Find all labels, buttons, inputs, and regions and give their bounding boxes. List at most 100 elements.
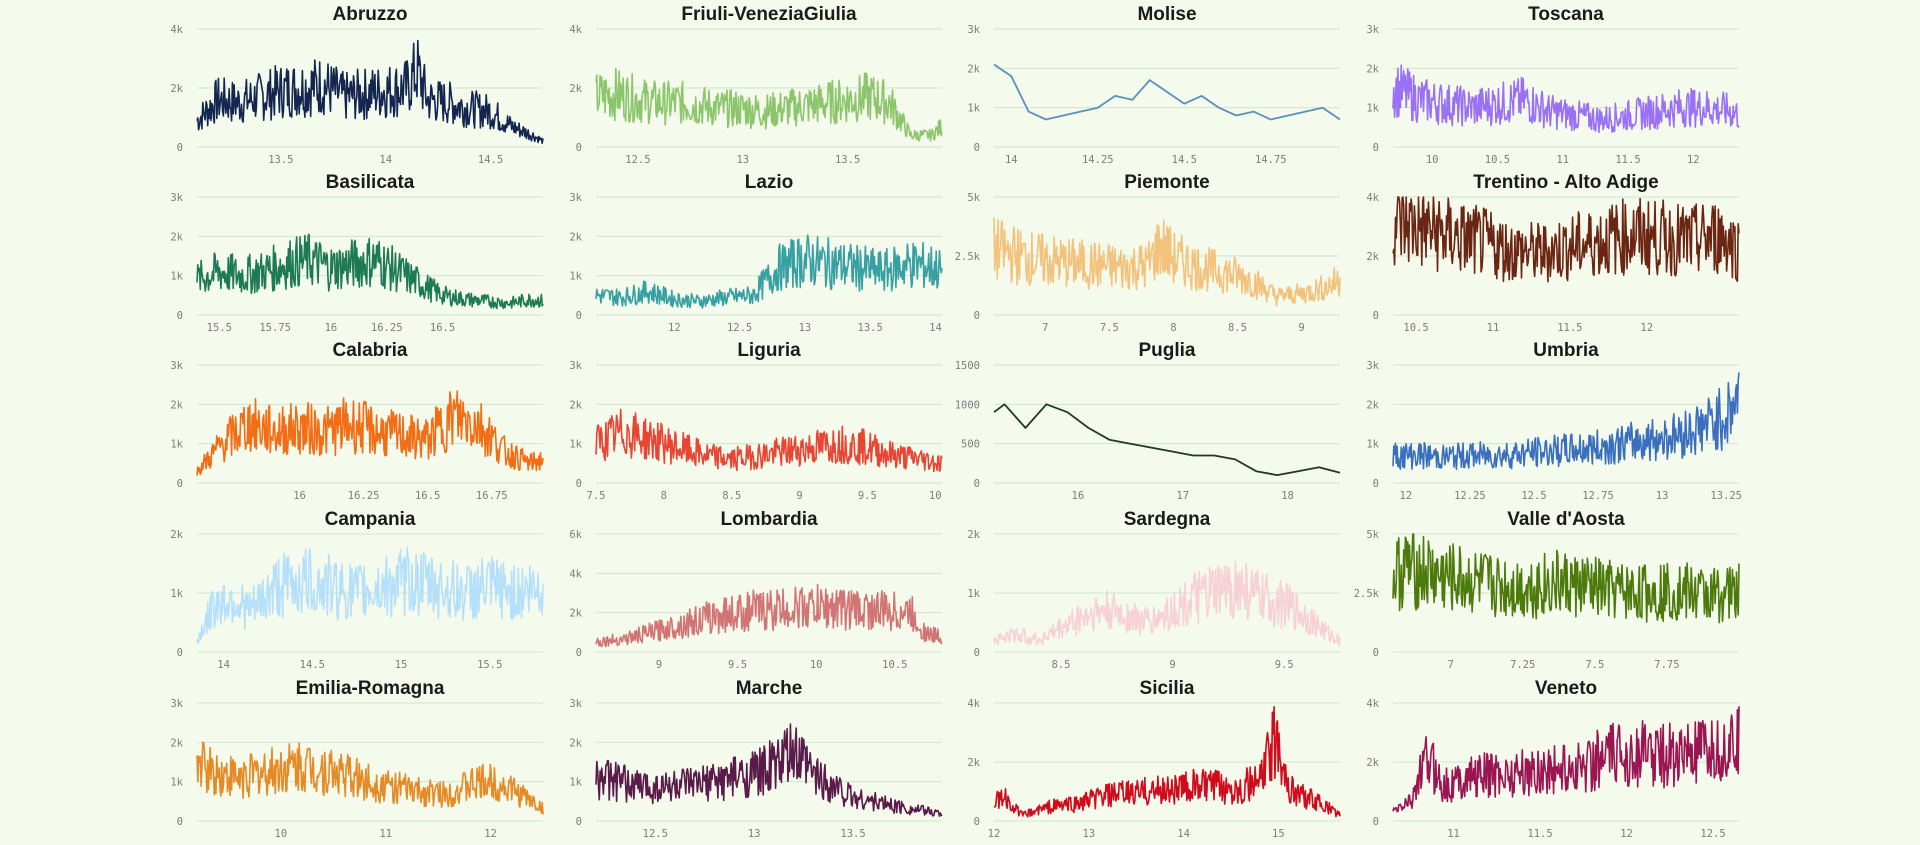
chart-panel-12: 0 1k 2k 14 14.5 15 15.5 Campania — [170, 509, 544, 671]
x-tick-label: 12 — [668, 322, 681, 334]
x-tick-label: 15.5 — [207, 322, 232, 334]
series-line — [1392, 533, 1740, 624]
x-tick-label: 9 — [1169, 659, 1175, 671]
y-tick-label: 2k — [170, 737, 183, 749]
x-tick-label: 12.5 — [727, 322, 752, 334]
x-tick-label: 15.75 — [259, 322, 291, 334]
x-tick-label: 7.25 — [1510, 659, 1535, 671]
x-tick-label: 14.75 — [1255, 154, 1287, 166]
x-tick-label: 11 — [1447, 828, 1460, 840]
x-tick-label: 8 — [1170, 322, 1176, 334]
y-tick-label: 1k — [170, 271, 183, 283]
series-line — [595, 67, 943, 142]
series-line — [1392, 372, 1740, 470]
y-tick-label: 0 — [576, 142, 582, 154]
chart-panel-15: 0 2.5k 5k 7 7.25 7.5 7.75 Valle d'Aosta — [1354, 509, 1740, 671]
x-tick-label: 18 — [1281, 490, 1294, 502]
x-tick-label: 7.75 — [1654, 659, 1679, 671]
chart-title: Abruzzo — [333, 4, 408, 25]
chart-panel-5: 0 1k 2k 3k 12 12.5 13 13.5 14 Lazio — [569, 172, 943, 334]
y-tick-label: 2k — [1366, 251, 1379, 263]
y-tick-label: 1000 — [955, 399, 980, 411]
y-tick-label: 3k — [1366, 360, 1379, 372]
x-tick-label: 12 — [484, 828, 497, 840]
x-tick-label: 16.75 — [476, 490, 508, 502]
chart-panel-18: 0 2k 4k 12 13 14 15 Sicilia — [967, 678, 1341, 840]
x-tick-label: 11 — [1487, 322, 1500, 334]
x-tick-label: 17 — [1176, 490, 1189, 502]
y-tick-label: 4k — [170, 24, 183, 36]
x-tick-label: 16 — [1072, 490, 1085, 502]
x-tick-label: 12.5 — [1521, 490, 1546, 502]
y-tick-label: 4k — [967, 698, 980, 710]
chart-title: Molise — [1137, 4, 1196, 25]
x-tick-label: 13 — [1656, 490, 1669, 502]
y-tick-label: 1k — [569, 271, 582, 283]
chart-title: Lazio — [745, 172, 794, 193]
x-tick-label: 7 — [1042, 322, 1048, 334]
y-tick-label: 2k — [170, 231, 183, 243]
chart-panel-13: 0 2k 4k 6k 9 9.5 10 10.5 Lombardia — [569, 509, 943, 671]
chart-title: Trentino - Alto Adige — [1473, 172, 1658, 193]
y-tick-label: 2k — [1366, 63, 1379, 75]
x-tick-label: 10.5 — [1485, 154, 1510, 166]
x-tick-label: 14 — [1177, 828, 1190, 840]
y-tick-label: 3k — [569, 192, 582, 204]
y-tick-label: 1k — [967, 588, 980, 600]
y-tick-label: 4k — [1366, 192, 1379, 204]
x-tick-label: 12 — [1687, 154, 1700, 166]
x-tick-label: 14.25 — [1082, 154, 1114, 166]
chart-title: Liguria — [737, 340, 801, 361]
chart-panel-8: 0 1k 2k 3k 16 16.25 16.5 16.75 Calabria — [170, 340, 544, 502]
y-tick-label: 1k — [170, 777, 183, 789]
y-tick-label: 3k — [569, 698, 582, 710]
x-tick-label: 7 — [1448, 659, 1454, 671]
y-tick-label: 0 — [1373, 647, 1379, 659]
x-tick-label: 12.5 — [625, 154, 650, 166]
x-tick-label: 11.5 — [1615, 154, 1640, 166]
x-tick-label: 11.5 — [1527, 828, 1552, 840]
chart-title: Emilia-Romagna — [296, 678, 445, 699]
y-tick-label: 0 — [1373, 478, 1379, 490]
y-tick-label: 1k — [170, 439, 183, 451]
chart-panel-10: 0 500 1000 1500 16 17 18 Puglia — [955, 340, 1341, 502]
x-tick-label: 12 — [1640, 322, 1653, 334]
series-line — [993, 217, 1341, 307]
chart-panel-9: 0 1k 2k 3k 7.5 8 8.5 9 9.5 10 Liguria — [569, 340, 943, 502]
x-tick-label: 11 — [379, 828, 392, 840]
x-tick-label: 15.5 — [477, 659, 502, 671]
y-tick-label: 2k — [569, 608, 582, 620]
x-tick-label: 10 — [275, 828, 288, 840]
x-tick-label: 9.5 — [1275, 659, 1294, 671]
y-tick-label: 2k — [967, 757, 980, 769]
y-tick-label: 0 — [974, 478, 980, 490]
y-tick-label: 0 — [177, 478, 183, 490]
y-tick-label: 2.5k — [1354, 588, 1380, 600]
x-tick-label: 16.5 — [430, 322, 455, 334]
y-tick-label: 0 — [177, 142, 183, 154]
chart-panel-1: 0 2k 4k 12.5 13 13.5 Friuli-VeneziaGiulia — [569, 4, 943, 166]
chart-title: Toscana — [1528, 4, 1604, 25]
y-tick-label: 6k — [569, 529, 582, 541]
y-tick-label: 1k — [569, 777, 582, 789]
x-tick-label: 13 — [799, 322, 812, 334]
x-tick-label: 10.5 — [882, 659, 907, 671]
x-tick-label: 16 — [293, 490, 306, 502]
y-tick-label: 1k — [1366, 439, 1379, 451]
x-tick-label: 9 — [656, 659, 662, 671]
x-tick-label: 9.5 — [728, 659, 747, 671]
y-tick-label: 3k — [1366, 24, 1379, 36]
chart-title: Umbria — [1533, 340, 1599, 361]
y-tick-label: 2k — [967, 529, 980, 541]
x-tick-label: 13.5 — [835, 154, 860, 166]
x-tick-label: 14 — [1005, 154, 1018, 166]
chart-title: Piemonte — [1124, 172, 1210, 193]
y-tick-label: 3k — [170, 360, 183, 372]
chart-title: Friuli-VeneziaGiulia — [681, 4, 857, 25]
x-tick-label: 10.5 — [1403, 322, 1428, 334]
x-tick-label: 10 — [810, 659, 823, 671]
y-tick-label: 0 — [974, 142, 980, 154]
x-tick-label: 13.5 — [268, 154, 293, 166]
series-line — [993, 561, 1341, 647]
